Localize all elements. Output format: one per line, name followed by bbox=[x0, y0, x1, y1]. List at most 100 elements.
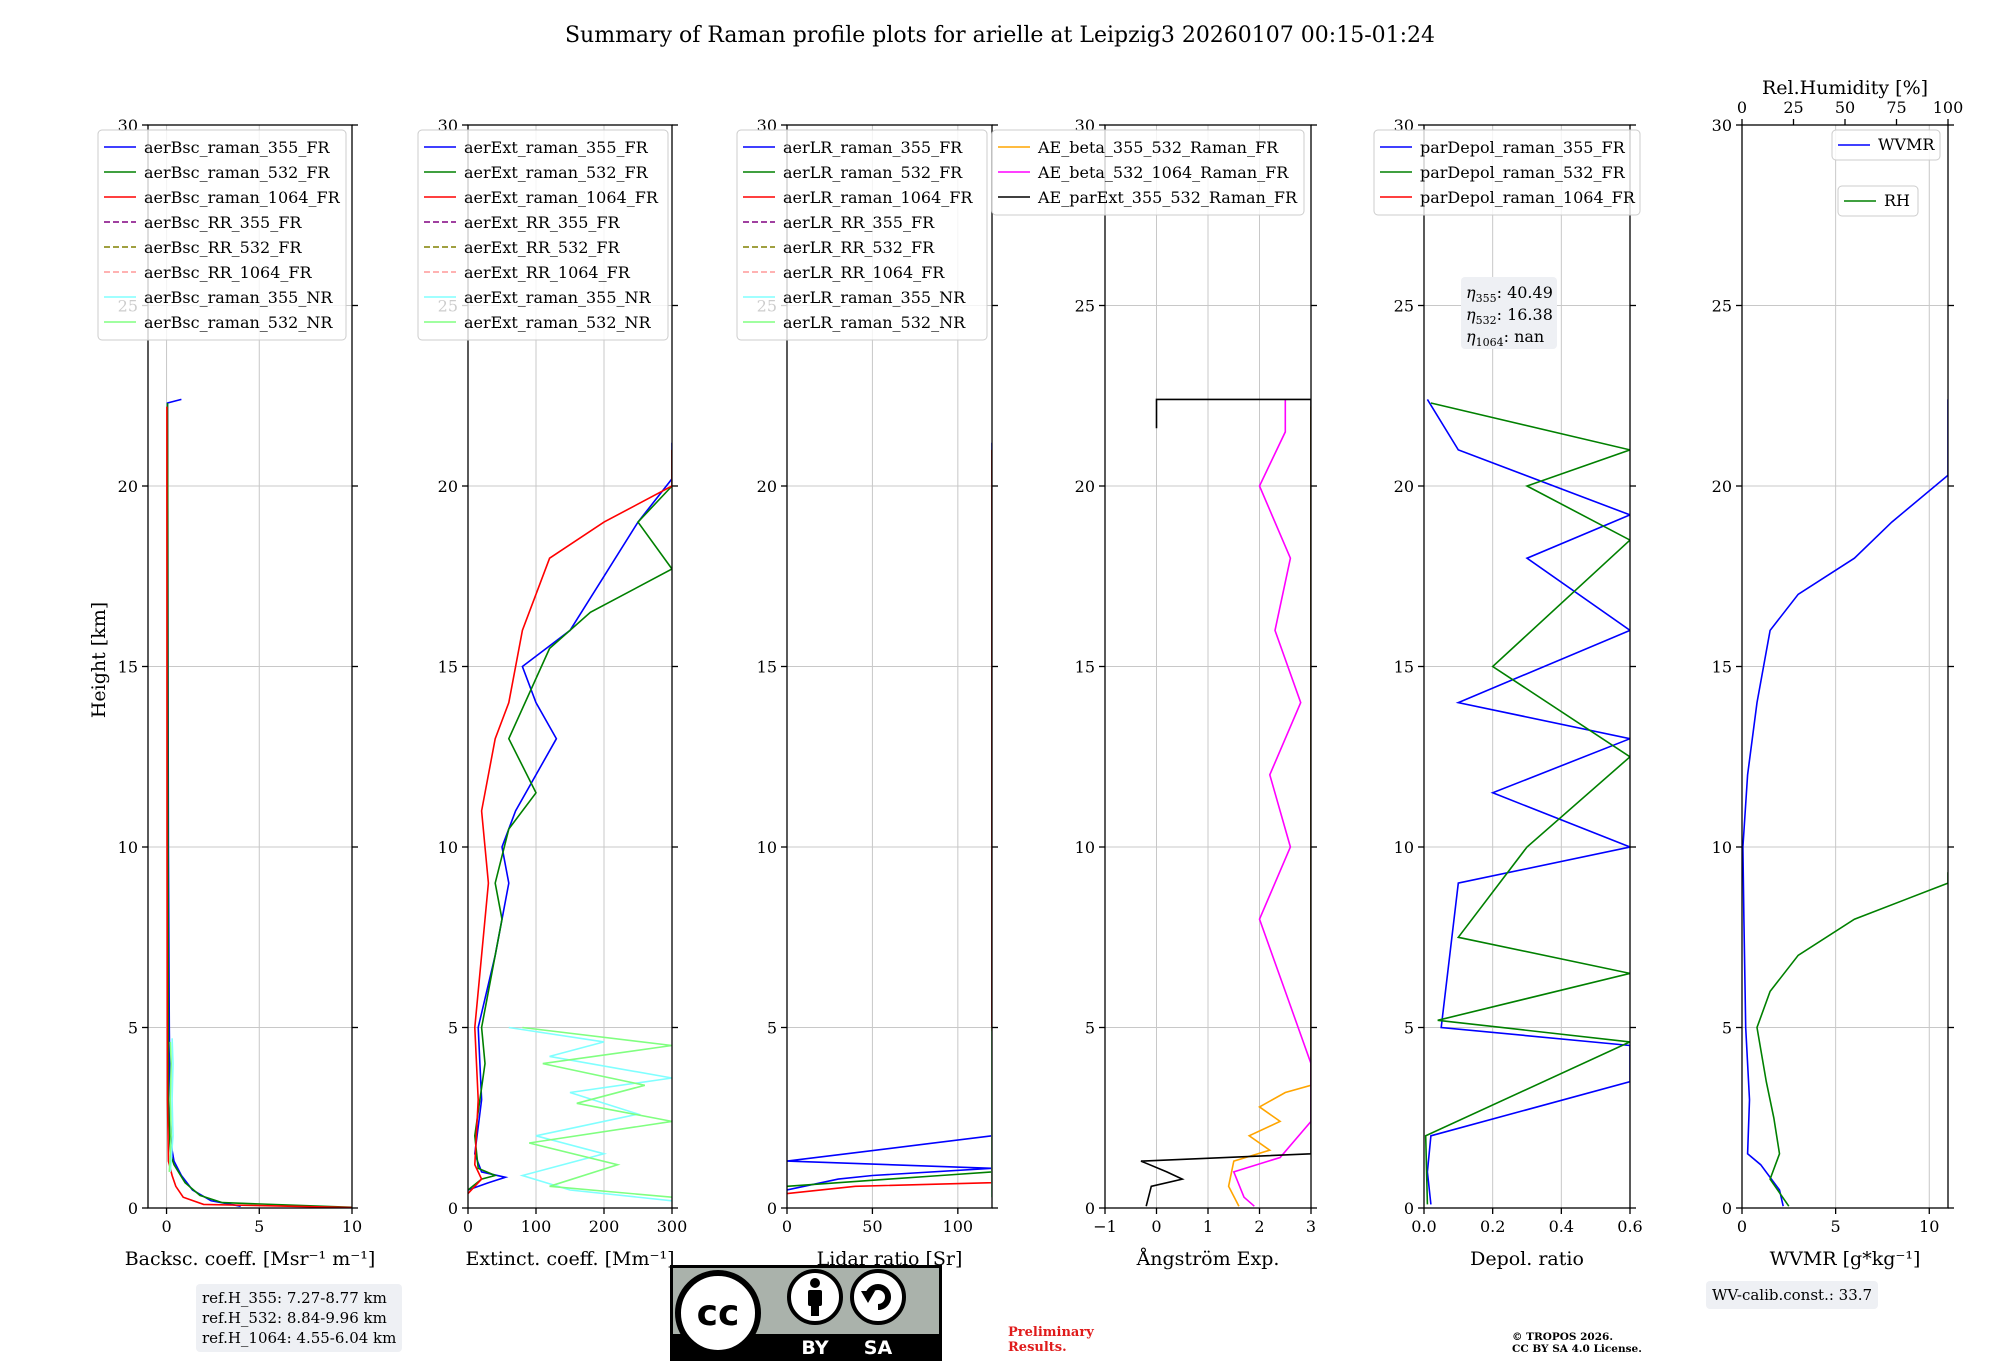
y-tick-label: 30 bbox=[1712, 116, 1732, 135]
series-line-aerExt_raman_532_FR bbox=[468, 449, 672, 1191]
ref-height-355: ref.H_355: 7.27-8.77 km bbox=[202, 1289, 387, 1307]
legend-label: parDepol_raman_1064_FR bbox=[1420, 188, 1636, 207]
share-alike-icon bbox=[850, 1269, 906, 1325]
x-tick-label: 0 bbox=[161, 1217, 171, 1236]
legend-box bbox=[417, 129, 669, 341]
x-tick-label: 100 bbox=[943, 1217, 974, 1236]
x2-tick-label: 50 bbox=[1835, 98, 1855, 117]
series-line-RH bbox=[1756, 872, 1948, 1207]
legend: aerLR_raman_355_FR aerLR_raman_532_FR aerL… bbox=[736, 129, 988, 341]
legend-label: aerLR_raman_1064_FR bbox=[783, 188, 973, 207]
legend-label: aerLR_raman_355_NR bbox=[783, 288, 966, 307]
copyright-line-1: © TROPOS 2026. bbox=[1512, 1331, 1614, 1343]
y-axis-label: Height [km] bbox=[88, 602, 110, 718]
x-tick-label: 0 bbox=[463, 1217, 473, 1236]
x-axis-label: WVMR [g*kg⁻¹] bbox=[1770, 1248, 1921, 1270]
legend-label: aerExt_raman_1064_FR bbox=[464, 188, 659, 207]
legend-label: aerExt_RR_532_FR bbox=[464, 238, 621, 257]
x-axis-label: Depol. ratio bbox=[1470, 1248, 1584, 1270]
badge-by-label: BY bbox=[801, 1337, 828, 1359]
y-tick-label: 20 bbox=[1394, 477, 1414, 496]
legend-label: WVMR bbox=[1878, 135, 1935, 154]
legend: parDepol_raman_355_FR parDepol_raman_532_… bbox=[1373, 129, 1641, 216]
series-line-aerBsc_raman_532_FR bbox=[166, 402, 352, 1208]
legend-label: AE_parExt_355_532_Raman_FR bbox=[1037, 188, 1298, 207]
legend-label: AE_beta_532_1064_Raman_FR bbox=[1037, 163, 1289, 182]
legend-label: aerBsc_RR_355_FR bbox=[144, 213, 302, 232]
x-tick-label: 0 bbox=[1151, 1217, 1161, 1236]
annotation-background bbox=[1461, 277, 1557, 349]
panel-extinction: 0510152025300100200300Extinct. coeff. [M… bbox=[417, 116, 688, 1270]
y-tick-label: 15 bbox=[757, 658, 777, 677]
x-tick-label: 10 bbox=[1919, 1217, 1939, 1236]
wv-calib-constant: WV-calib.const.: 33.7 bbox=[1712, 1286, 1873, 1304]
series-line-aerBsc_raman_532_NR bbox=[168, 1041, 173, 1172]
ref-height-1064: ref.H_1064: 4.55-6.04 km bbox=[202, 1329, 397, 1347]
legend-label: RH bbox=[1884, 191, 1910, 210]
x-axis-label: Backsc. coeff. [Msr⁻¹ m⁻¹] bbox=[125, 1248, 376, 1270]
cc-logo-text: cc bbox=[697, 1293, 740, 1334]
y-tick-label: 15 bbox=[438, 658, 458, 677]
series-line-AE_beta_532_1064_Raman_FR bbox=[1232, 399, 1311, 1207]
x-tick-label: 50 bbox=[862, 1217, 882, 1236]
y-tick-label: 25 bbox=[1075, 297, 1095, 316]
y-tick-label: 20 bbox=[1712, 477, 1732, 496]
depol-calib-line: η532: 16.38 bbox=[1466, 305, 1553, 327]
legend-label: aerExt_raman_532_NR bbox=[464, 313, 652, 332]
series-line-aerExt_raman_532_NR bbox=[522, 1026, 672, 1198]
x2-tick-label: 25 bbox=[1783, 98, 1803, 117]
y-tick-label: 10 bbox=[1075, 838, 1095, 857]
y-tick-label: 5 bbox=[448, 1019, 458, 1038]
y-tick-label: 20 bbox=[1075, 477, 1095, 496]
legend-box bbox=[1373, 129, 1641, 216]
legend-label: aerBsc_raman_1064_FR bbox=[144, 188, 341, 207]
series-line-aerLR_raman_355_FR bbox=[787, 442, 992, 1191]
y-tick-label: 0 bbox=[1085, 1199, 1095, 1218]
preliminary-results-note: Preliminary Results. bbox=[1008, 1325, 1094, 1355]
x2-tick-label: 0 bbox=[1737, 98, 1747, 117]
legend-label: aerBsc_RR_532_FR bbox=[144, 238, 302, 257]
legend-box bbox=[736, 129, 988, 341]
depol-calib-line: η1064: nan bbox=[1466, 327, 1544, 349]
x-tick-label: 10 bbox=[342, 1217, 362, 1236]
series-line-parDepol_raman_532_FR bbox=[1424, 402, 1630, 1205]
y-tick-label: 5 bbox=[767, 1019, 777, 1038]
y-tick-label: 10 bbox=[757, 838, 777, 857]
series-line-aerExt_raman_355_FR bbox=[468, 442, 672, 1191]
y-tick-label: 5 bbox=[1722, 1019, 1732, 1038]
legend: aerExt_raman_355_FR aerExt_raman_532_FRae… bbox=[417, 129, 669, 341]
preliminary-line-2: Results. bbox=[1008, 1340, 1067, 1355]
legend-label: aerExt_raman_355_NR bbox=[464, 288, 652, 307]
y-tick-label: 0 bbox=[448, 1199, 458, 1218]
legend-label: aerBsc_raman_532_FR bbox=[144, 163, 330, 182]
series-line-AE_beta_355_532_Raman_FR bbox=[1227, 406, 1311, 1207]
series-line-aerExt_raman_355_NR bbox=[508, 1026, 672, 1202]
legend-label: aerLR_raman_532_NR bbox=[783, 313, 966, 332]
panel-wvmr: 0 5 10 15 20 25 30 0 5 10 WVMR [g*kg⁻¹] 0 25 50 75 100 R… bbox=[1712, 77, 1964, 1270]
x-tick-label: 200 bbox=[589, 1217, 620, 1236]
y-tick-label: 10 bbox=[1394, 838, 1414, 857]
legend-label: aerExt_RR_1064_FR bbox=[464, 263, 631, 282]
x-tick-label: 5 bbox=[254, 1217, 264, 1236]
x2-axis-label: Rel.Humidity [%] bbox=[1762, 77, 1928, 99]
y-tick-label: 15 bbox=[1394, 658, 1414, 677]
reference-heights-box: ref.H_355: 7.27-8.77 km ref.H_532: 8.84-… bbox=[196, 1284, 403, 1352]
badge-sa-label: SA bbox=[864, 1337, 893, 1359]
wv-calibration-box: WV-calib.const.: 33.7 bbox=[1706, 1281, 1879, 1309]
x-tick-label: 300 bbox=[657, 1217, 688, 1236]
legend: AE_beta_355_532_Raman_FR AE_beta_532_1064… bbox=[991, 129, 1305, 216]
series-line-AE_parExt_355_532_Raman_FR bbox=[1140, 398, 1311, 1207]
legend-label: aerBsc_raman_355_FR bbox=[144, 138, 330, 157]
x-tick-label: 2 bbox=[1254, 1217, 1264, 1236]
x-tick-label: 100 bbox=[521, 1217, 552, 1236]
y-tick-label: 20 bbox=[118, 477, 138, 496]
series-line-aerLR_raman_1064_FR bbox=[787, 449, 992, 1195]
y-tick-label: 15 bbox=[1712, 658, 1732, 677]
y-tick-label: 0 bbox=[1404, 1199, 1414, 1218]
x2-tick-label: 100 bbox=[1933, 98, 1964, 117]
y-tick-label: 5 bbox=[128, 1019, 138, 1038]
